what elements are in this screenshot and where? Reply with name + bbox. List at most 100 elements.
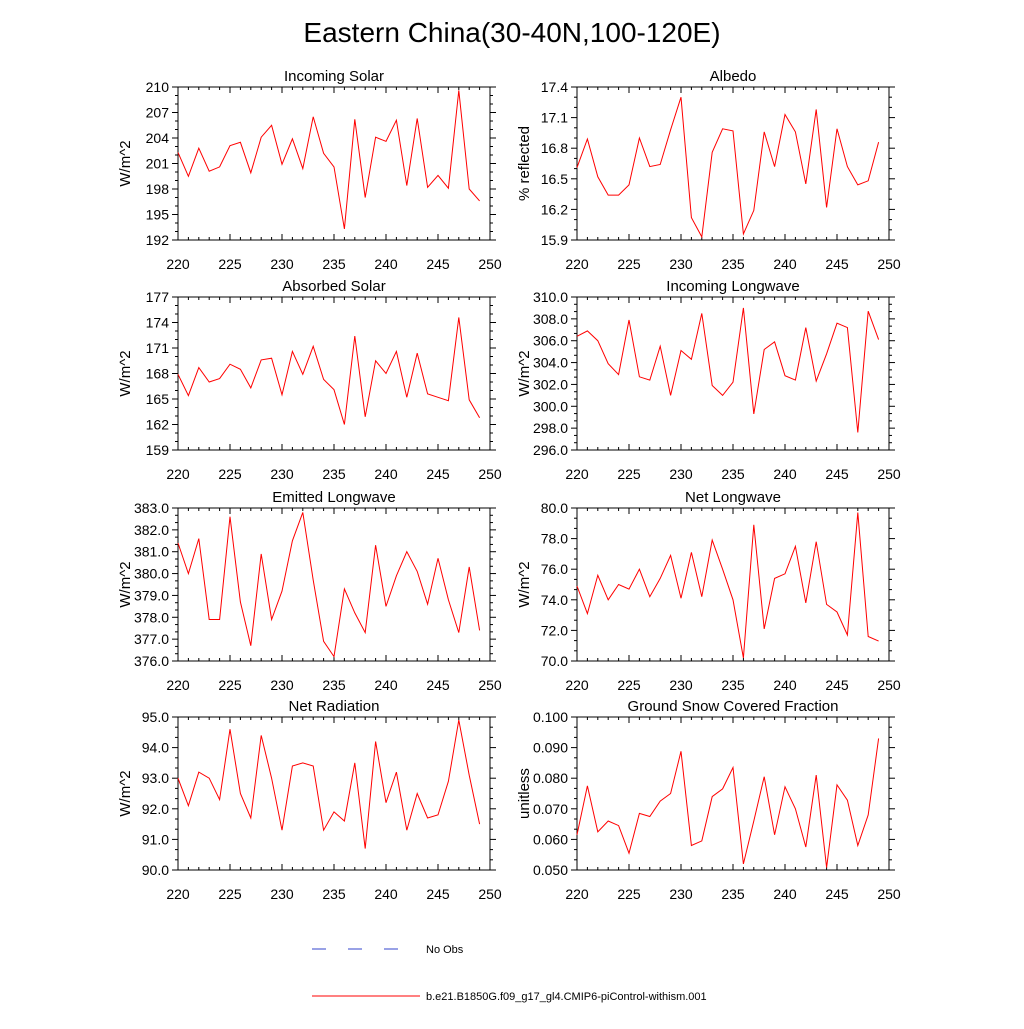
x-tick-label: 245 [426, 677, 450, 693]
y-tick-label: 201 [146, 156, 170, 172]
panel-3: Absorbed Solar 220 225 230 235 240 245 250 159 16… [117, 278, 502, 482]
x-tick-label: 230 [270, 677, 294, 693]
y-tick-label: 168 [146, 366, 170, 382]
x-tick-label: 245 [825, 466, 849, 482]
x-tick-label: 220 [166, 256, 190, 272]
panel-title: Incoming Longwave [666, 278, 799, 295]
x-tick-label: 225 [617, 677, 641, 693]
x-tick-label: 250 [478, 256, 502, 272]
y-tick-label: 94.0 [142, 740, 169, 756]
x-tick-label: 250 [478, 466, 502, 482]
plot-frame [177, 86, 491, 241]
x-tick-label: 220 [166, 886, 190, 902]
y-tick-label: 195 [146, 207, 170, 223]
y-tick-label: 78.0 [541, 531, 568, 547]
panel-title: Absorbed Solar [282, 278, 385, 295]
series-line [576, 97, 880, 239]
y-tick-label: 380.0 [134, 566, 169, 582]
x-tick-label: 240 [374, 256, 398, 272]
y-tick-label: 162 [146, 417, 170, 433]
x-tick-label: 245 [426, 886, 450, 902]
x-tick-label: 225 [218, 677, 242, 693]
x-tick-label: 250 [877, 466, 901, 482]
x-tick-label: 235 [322, 886, 346, 902]
series-line [177, 90, 480, 229]
y-tick-label: 16.8 [541, 140, 568, 156]
y-tick-label: 298.0 [533, 420, 568, 436]
panel-1: Incoming Solar 220 225 230 235 240 245 250 192 19… [117, 68, 502, 272]
x-tick-label: 235 [322, 677, 346, 693]
plot-frame [576, 507, 890, 662]
x-tick-label: 240 [773, 677, 797, 693]
y-tick-label: 93.0 [142, 770, 169, 786]
y-tick-label: 177 [146, 289, 170, 305]
y-tick-label: 304.0 [533, 355, 568, 371]
plot-frame [177, 716, 491, 871]
x-tick-label: 240 [773, 466, 797, 482]
plot-frame [576, 716, 890, 871]
x-tick-label: 240 [374, 677, 398, 693]
y-tick-label: 300.0 [533, 398, 568, 414]
y-tick-label: 72.0 [541, 622, 568, 638]
y-tick-label: 74.0 [541, 592, 568, 608]
y-tick-label: 198 [146, 181, 170, 197]
y-tick-label: 0.100 [533, 709, 568, 725]
x-tick-label: 250 [478, 886, 502, 902]
x-tick-label: 220 [166, 466, 190, 482]
y-tick-label: 76.0 [541, 561, 568, 577]
y-tick-label: 0.080 [533, 770, 568, 786]
x-tick-label: 230 [270, 886, 294, 902]
y-tick-label: 95.0 [142, 709, 169, 725]
y-tick-label: 174 [146, 315, 170, 331]
y-tick-label: 0.060 [533, 831, 568, 847]
x-tick-label: 230 [669, 886, 693, 902]
y-tick-label: 16.2 [541, 201, 568, 217]
x-tick-label: 240 [773, 256, 797, 272]
x-tick-label: 235 [721, 256, 745, 272]
series-line [177, 317, 481, 425]
y-tick-label: 381.0 [134, 544, 169, 560]
x-tick-label: 225 [617, 256, 641, 272]
y-tick-label: 159 [146, 442, 170, 458]
x-tick-label: 230 [270, 256, 294, 272]
x-tick-label: 250 [877, 886, 901, 902]
x-tick-label: 235 [322, 256, 346, 272]
y-tick-label: 296.0 [533, 442, 568, 458]
x-tick-label: 240 [374, 886, 398, 902]
y-axis-label: W/m^2 [117, 561, 134, 607]
y-tick-label: 207 [146, 105, 170, 121]
y-tick-label: 171 [146, 340, 170, 356]
y-tick-label: 80.0 [541, 500, 568, 516]
y-axis-label: W/m^2 [117, 140, 134, 186]
legend: No Obs b.e21.B1850G.f09_g17_gl4.CMIP6-pi… [312, 944, 707, 1003]
x-tick-label: 245 [825, 886, 849, 902]
y-tick-label: 383.0 [134, 500, 169, 516]
x-tick-label: 220 [565, 677, 589, 693]
panel-7: Net Radiation 220 225 230 235 240 245 250 90.0 91… [117, 698, 502, 902]
panel-2: Albedo 220 225 230 235 240 245 250 15.9 16.2 16.5 1… [516, 68, 901, 272]
x-tick-label: 220 [565, 466, 589, 482]
x-tick-label: 250 [877, 256, 901, 272]
x-tick-label: 230 [669, 677, 693, 693]
y-tick-label: 15.9 [541, 232, 568, 248]
x-tick-label: 250 [877, 677, 901, 693]
y-tick-label: 16.5 [541, 171, 568, 187]
panel-title: Ground Snow Covered Fraction [628, 698, 839, 715]
y-axis-label: W/m^2 [117, 770, 134, 816]
series-line [576, 512, 879, 658]
y-axis-label: W/m^2 [516, 350, 533, 396]
panel-5: Emitted Longwave 220 225 230 235 240 245 250 376… [117, 489, 502, 693]
y-tick-label: 376.0 [134, 653, 169, 669]
y-tick-label: 204 [146, 130, 170, 146]
x-tick-label: 235 [721, 466, 745, 482]
panel-title: Emitted Longwave [272, 489, 395, 506]
y-tick-label: 90.0 [142, 862, 169, 878]
plot-frame [576, 86, 890, 241]
panel-title: Incoming Solar [284, 68, 384, 85]
y-tick-label: 0.090 [533, 740, 568, 756]
panel-title: Net Longwave [685, 489, 781, 506]
x-tick-label: 230 [270, 466, 294, 482]
x-tick-label: 240 [374, 466, 398, 482]
